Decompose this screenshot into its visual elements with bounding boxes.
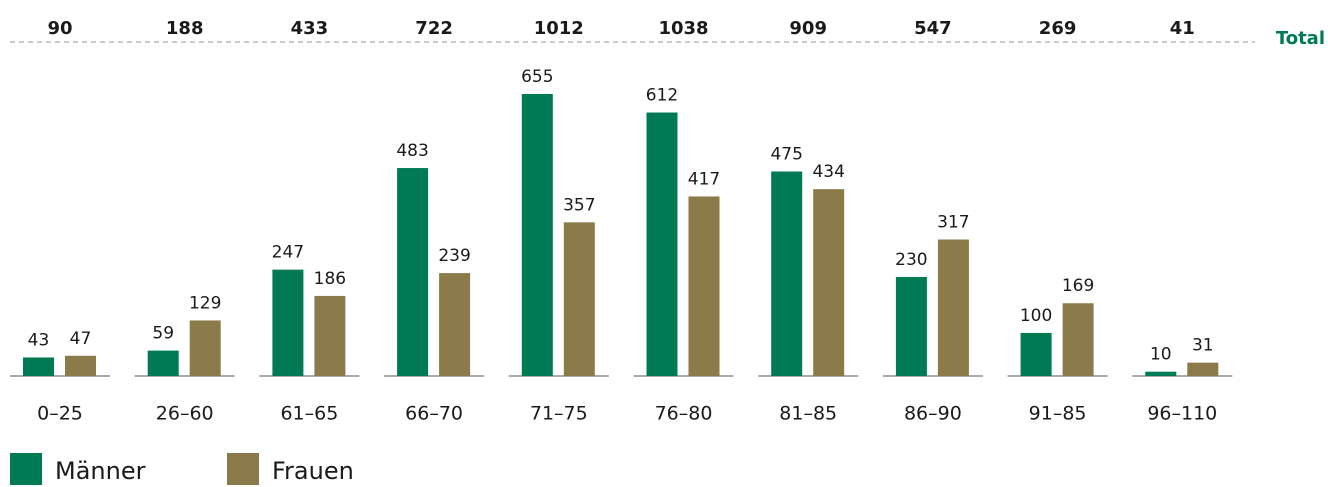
- bar: [397, 168, 429, 376]
- total-value: 909: [789, 18, 827, 39]
- x-tick-label: 66–70: [405, 403, 463, 425]
- bar: [23, 357, 54, 376]
- value-label: 230: [895, 250, 927, 270]
- value-label: 357: [563, 195, 595, 215]
- value-label: 483: [396, 141, 428, 161]
- value-label: 247: [272, 243, 304, 263]
- bar: [189, 320, 221, 376]
- x-tick-label: 91–85: [1029, 403, 1087, 425]
- bar: [1062, 303, 1094, 376]
- x-tick-label: 71–75: [530, 403, 588, 425]
- totals-label: Total: [1276, 28, 1325, 49]
- x-tick-label: 81–85: [779, 403, 837, 425]
- value-label: 47: [70, 329, 92, 349]
- bar: [65, 355, 96, 376]
- bar: [895, 276, 927, 376]
- total-value: 90: [47, 18, 72, 39]
- bar: [521, 94, 553, 376]
- x-tick-label: 26–60: [156, 403, 214, 425]
- bar: [688, 196, 720, 376]
- bar: [272, 269, 304, 376]
- value-label: 186: [314, 269, 346, 289]
- bar: [147, 350, 179, 376]
- value-label: 31: [1192, 336, 1214, 356]
- value-label: 417: [688, 169, 720, 189]
- total-value: 433: [291, 18, 329, 39]
- legend-swatch: [10, 453, 42, 485]
- bar: [1145, 371, 1177, 376]
- bar: [646, 112, 678, 377]
- value-label: 475: [770, 144, 802, 164]
- value-label: 129: [189, 293, 221, 313]
- value-label: 43: [28, 330, 50, 350]
- x-tick-label: 76–80: [655, 403, 713, 425]
- total-value: 547: [914, 18, 952, 39]
- value-label: 239: [438, 246, 470, 266]
- value-label: 317: [937, 213, 969, 233]
- total-value: 722: [415, 18, 453, 39]
- legend-label: Frauen: [272, 457, 354, 485]
- x-tick-label: 86–90: [904, 403, 962, 425]
- x-tick-label: 61–65: [280, 403, 338, 425]
- bar: [813, 189, 845, 376]
- bar: [314, 295, 346, 376]
- value-label: 612: [646, 86, 678, 106]
- bar: [1187, 362, 1219, 376]
- bar: [1020, 332, 1052, 376]
- total-value: 188: [166, 18, 204, 39]
- bar: [439, 273, 471, 376]
- legend-swatch: [227, 453, 259, 485]
- value-label: 434: [812, 162, 844, 182]
- total-value: 1012: [534, 18, 584, 39]
- value-label: 100: [1020, 306, 1052, 326]
- bar: [563, 222, 595, 376]
- bar: [771, 171, 803, 376]
- value-label: 169: [1062, 276, 1094, 296]
- value-label: 59: [152, 324, 174, 344]
- total-value: 1038: [658, 18, 708, 39]
- value-label: 10: [1150, 345, 1172, 365]
- legend-label: Männer: [55, 457, 146, 485]
- bar: [937, 239, 969, 376]
- x-tick-label: 96–110: [1147, 403, 1217, 425]
- x-tick-label: 0–25: [37, 403, 83, 425]
- value-label: 655: [521, 67, 553, 87]
- total-value: 41: [1170, 18, 1195, 39]
- total-value: 269: [1039, 18, 1077, 39]
